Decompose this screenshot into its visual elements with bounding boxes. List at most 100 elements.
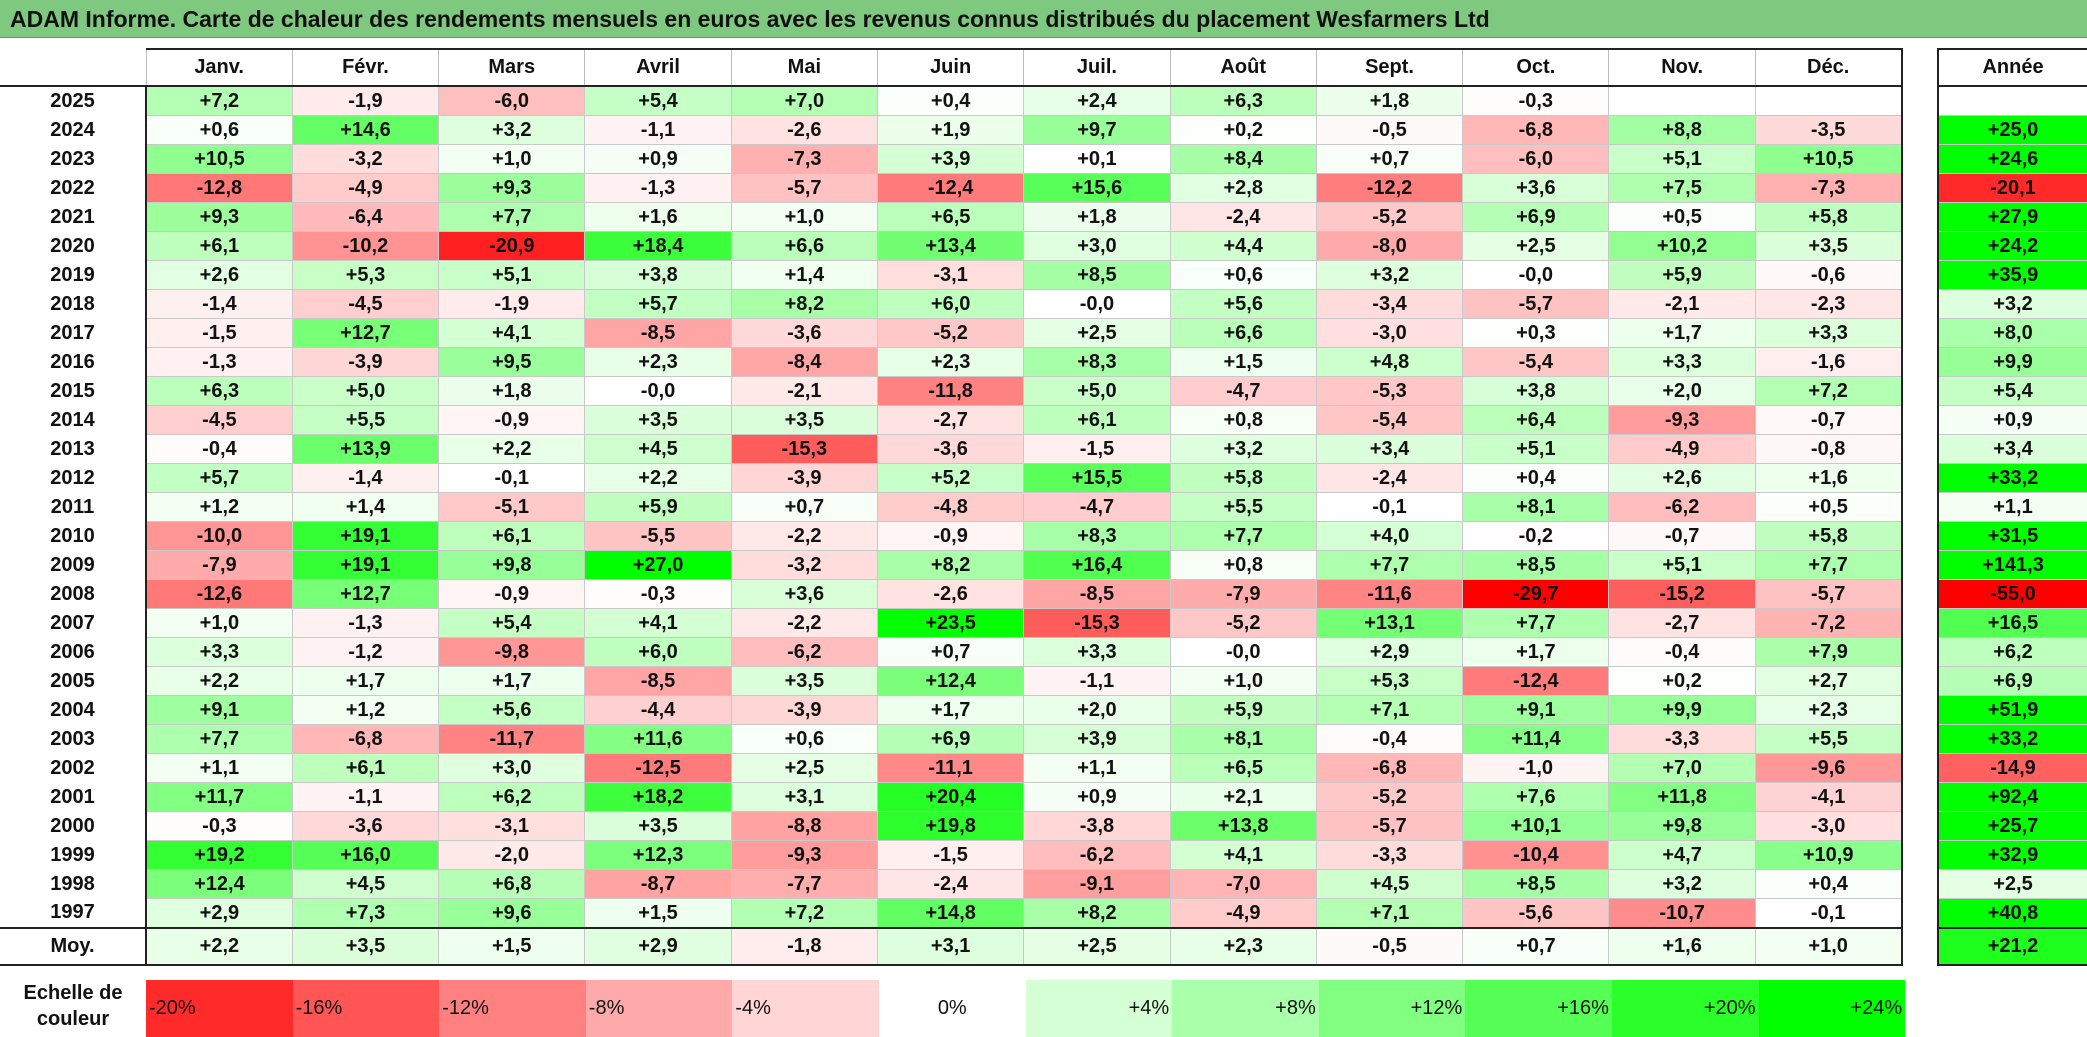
year-label: 2010 (0, 521, 147, 551)
heatmap-cell: -3,3 (1608, 724, 1756, 754)
heatmap-cell: +12,4 (876, 666, 1025, 696)
annual-header: Année (1937, 48, 2087, 87)
year-row: 1998 +12,4 +4,5 +6,8 -8,7 -7,7 -2,4 -9,1 -7,0 +4,… (0, 869, 1903, 899)
heatmap-cell: +3,0 (1023, 231, 1171, 261)
chart-title: ADAM Informe. Carte de chaleur des rende… (0, 0, 2087, 38)
heatmap-cell: +2,9 (1315, 637, 1464, 667)
heatmap-cell: -3,2 (730, 550, 878, 580)
heatmap-cell: -10,0 (145, 521, 293, 551)
heatmap-cell: +4,4 (1169, 231, 1317, 261)
year-label: 2020 (0, 231, 147, 261)
heatmap-cell: -4,8 (876, 492, 1025, 522)
average-label: Moy. (0, 928, 147, 966)
heatmap-cell: +19,1 (291, 521, 440, 551)
heatmap-cell: +6,2 (438, 782, 586, 812)
heatmap-cell: +0,9 (584, 144, 732, 174)
heatmap-cell: -9,8 (438, 637, 586, 667)
heatmap-cell: -5,6 (1462, 898, 1610, 929)
average-cell: -1,8 (730, 927, 878, 966)
heatmap-cell: +6,8 (438, 869, 586, 899)
heatmap-cell: -11,6 (1315, 579, 1464, 609)
heatmap-cell: +5,3 (291, 260, 440, 290)
heatmap-cell: +0,2 (1608, 666, 1756, 696)
heatmap-cell: +3,3 (145, 637, 293, 667)
heatmap-cell: -2,4 (876, 869, 1025, 899)
year-row: 2000 -0,3 -3,6 -3,1 +3,5 -8,8 +19,8 -3,8 +13,8 -5… (0, 811, 1903, 841)
heatmap-cell: -6,8 (1315, 753, 1464, 783)
heatmap-cell: +7,7 (1462, 608, 1610, 638)
heatmap-cell: +7,7 (1169, 521, 1317, 551)
heatmap-cell: -1,1 (1023, 666, 1171, 696)
heatmap-cell: +3,4 (1315, 434, 1464, 464)
heatmap-cell: -3,9 (730, 695, 878, 725)
heatmap-cell: +5,0 (1023, 376, 1171, 406)
heatmap-cell: -5,7 (730, 173, 878, 203)
heatmap-cell: -9,3 (1608, 405, 1756, 435)
annual-row: +1,1 (1937, 492, 2087, 522)
heatmap-cell: +2,6 (145, 260, 293, 290)
heatmap-cell: -8,5 (584, 318, 732, 348)
year-label: 2007 (0, 608, 147, 638)
heatmap-cell: -5,7 (1315, 811, 1464, 841)
heatmap-cell: +3,6 (1462, 173, 1610, 203)
heatmap-cell: +0,6 (1169, 260, 1317, 290)
heatmap-cell: +8,5 (1462, 550, 1610, 580)
annual-cell: +27,9 (1937, 202, 2087, 232)
heatmap-cell: -5,2 (1169, 608, 1317, 638)
annual-row: +24,2 (1937, 231, 2087, 261)
year-label: 2012 (0, 463, 147, 493)
average-cell: +1,0 (1754, 927, 1903, 966)
heatmap-cell: +7,7 (438, 202, 586, 232)
heatmap-cell: -0,0 (1169, 637, 1317, 667)
heatmap-cell: +5,9 (1608, 260, 1756, 290)
heatmap-cell: -4,9 (291, 173, 440, 203)
heatmap-cell: +9,6 (438, 898, 586, 929)
month-header: Sept. (1315, 48, 1463, 87)
month-header: Déc. (1754, 48, 1903, 87)
heatmap-cell: +2,7 (1754, 666, 1903, 696)
year-label: 2004 (0, 695, 147, 725)
annual-row (1937, 86, 2087, 116)
heatmap-cell: +8,1 (1462, 492, 1610, 522)
annual-cell: +24,6 (1937, 144, 2087, 174)
year-row: 2013 -0,4 +13,9 +2,2 +4,5 -15,3 -3,6 -1,5 +3,2 +3… (0, 434, 1903, 464)
heatmap-cell: -6,8 (291, 724, 440, 754)
heatmap-cell: -4,9 (1169, 898, 1317, 929)
annual-row: +31,5 (1937, 521, 2087, 551)
year-row: 2023 +10,5 -3,2 +1,0 +0,9 -7,3 +3,9 +0,1 +8,4 +0,… (0, 144, 1903, 174)
heatmap-cell: -0,0 (1462, 260, 1610, 290)
heatmap-cell: -3,5 (1754, 115, 1903, 145)
annual-cell: +32,9 (1937, 840, 2087, 870)
year-row: 2015 +6,3 +5,0 +1,8 -0,0 -2,1 -11,8 +5,0 -4,7 -5,… (0, 376, 1903, 406)
heatmap-cell: +16,4 (1023, 550, 1171, 580)
heatmap-cell: -1,9 (438, 289, 586, 319)
heatmap-cell: -2,1 (1608, 289, 1756, 319)
heatmap-cell: +4,5 (291, 869, 440, 899)
heatmap-cell: +0,8 (1169, 550, 1317, 580)
average-cell: +3,1 (876, 927, 1025, 966)
heatmap-cell: -2,6 (730, 115, 878, 145)
heatmap-cell: -0,5 (1315, 115, 1464, 145)
heatmap-cell: -0,7 (1754, 405, 1903, 435)
heatmap-cell: +2,2 (438, 434, 586, 464)
heatmap-cell: +1,7 (291, 666, 440, 696)
heatmap-cell: +7,2 (1754, 376, 1903, 406)
heatmap-cell: +3,0 (438, 753, 586, 783)
annual-cell: +33,2 (1937, 463, 2087, 493)
heatmap-cell: +18,2 (584, 782, 732, 812)
heatmap-cell: +3,3 (1608, 347, 1756, 377)
year-row: 2002 +1,1 +6,1 +3,0 -12,5 +2,5 -11,1 +1,1 +6,5 -6… (0, 753, 1903, 783)
heatmap-cell: -7,9 (145, 550, 293, 580)
year-label: 2019 (0, 260, 147, 290)
heatmap-cell: +1,7 (438, 666, 586, 696)
heatmap-cell: +0,5 (1754, 492, 1903, 522)
heatmap-cell: +6,1 (145, 231, 293, 261)
heatmap-cell: +11,4 (1462, 724, 1610, 754)
heatmap-cell: +15,6 (1023, 173, 1171, 203)
heatmap-cell: -12,5 (584, 753, 732, 783)
year-row: 2024 +0,6 +14,6 +3,2 -1,1 -2,6 +1,9 +9,7 +0,2 -0,… (0, 115, 1903, 145)
heatmap-cell: +7,3 (291, 898, 440, 929)
heatmap-cell: +4,8 (1315, 347, 1464, 377)
heatmap-cell: +12,4 (145, 869, 293, 899)
year-row: 2011 +1,2 +1,4 -5,1 +5,9 +0,7 -4,8 -4,7 +5,5 -0,1… (0, 492, 1903, 522)
